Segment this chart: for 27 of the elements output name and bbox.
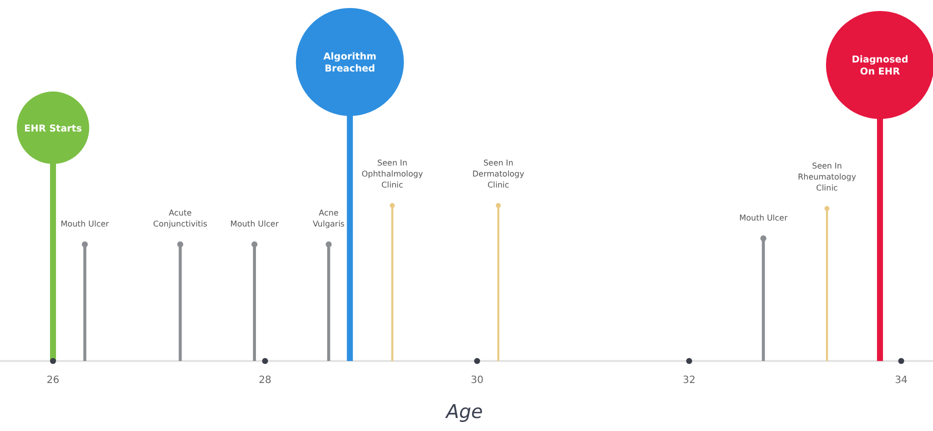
point [826,10,933,119]
annotation: Mouth Ulcer [230,219,280,228]
point [326,241,332,248]
point [82,241,88,248]
x-axis-title: Age [444,401,483,423]
point [177,241,184,248]
x-tick-label: 32 [682,375,696,386]
point [296,8,404,116]
x-tick-label: 30 [470,375,484,386]
point [760,235,766,242]
x-tick-label: 26 [46,375,60,386]
annotation: Seen In Ophthalmology Clinic [362,158,424,190]
annotation: Acute Conjunctivitis [153,208,208,228]
point [496,203,501,208]
annotation: Seen In Dermatology Clinic [472,158,525,190]
annotation: Mouth Ulcer [739,213,788,222]
x-tick-label: 28 [258,375,272,386]
annotation: EHR Starts [24,123,82,134]
point [390,203,395,208]
annotation: Acne Vulgaris [312,208,345,228]
annotation: Algorithm Breached [323,52,377,74]
annotation: Seen In Rheumatology Clinic [798,162,856,193]
annotation: Mouth Ulcer [60,219,110,228]
point [251,241,258,248]
x-tick-label: 34 [894,375,908,386]
annotation: Diagnosed On EHR [852,54,908,78]
point [824,206,830,212]
